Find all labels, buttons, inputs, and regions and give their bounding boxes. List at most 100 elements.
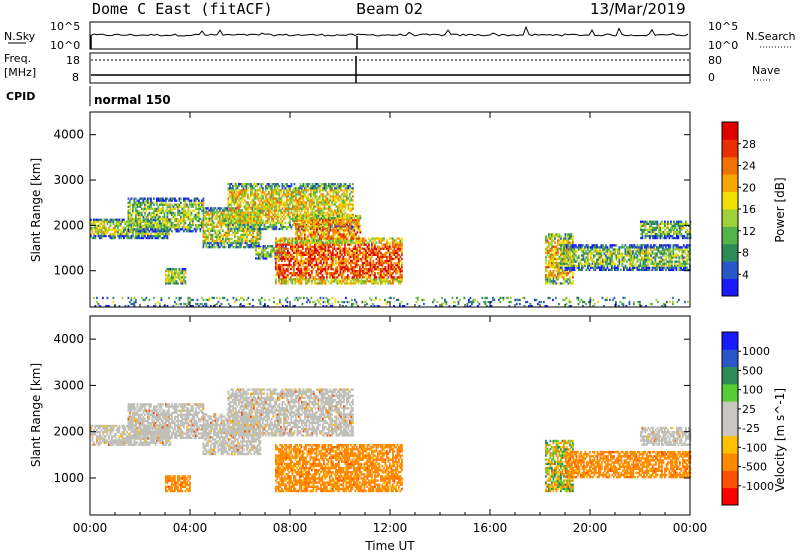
- range-cell: [322, 197, 324, 200]
- range-cell: [340, 201, 342, 204]
- range-cell: [296, 211, 299, 214]
- range-cell: [281, 282, 283, 285]
- range-cell: [401, 243, 403, 246]
- range-cell: [292, 205, 294, 208]
- range-cell: [253, 195, 255, 198]
- range-cell: [345, 278, 348, 281]
- range-cell: [232, 193, 234, 196]
- range-cell: [319, 209, 321, 212]
- range-cell: [389, 268, 391, 271]
- range-cell: [321, 270, 324, 273]
- range-cell: [279, 255, 281, 258]
- range-cell: [337, 211, 339, 214]
- range-cell: [324, 253, 327, 256]
- range-cell: [253, 225, 255, 229]
- range-cell: [141, 228, 143, 231]
- range-cell: [383, 272, 385, 275]
- range-cell: [301, 187, 303, 190]
- range-cell: [268, 197, 270, 200]
- range-cell: [301, 225, 303, 228]
- range-cell: [352, 189, 354, 192]
- range-cell: [352, 199, 354, 202]
- range-cell: [288, 237, 291, 240]
- range-cell: [347, 213, 350, 216]
- range-cell: [347, 239, 350, 242]
- range-cell: [308, 280, 310, 283]
- range-cell: [279, 263, 282, 267]
- range-cell: [329, 219, 332, 222]
- range-cell: [316, 195, 318, 198]
- range-cell: [226, 231, 229, 234]
- range-cell: [298, 235, 300, 238]
- range-cell: [239, 189, 242, 192]
- range-cell: [178, 272, 181, 275]
- range-cell: [368, 245, 370, 248]
- range-cell: [323, 217, 326, 220]
- range-cell: [338, 205, 341, 208]
- range-cell: [208, 231, 211, 234]
- range-cell: [302, 214, 305, 218]
- range-cell: [233, 191, 236, 194]
- range-cell: [118, 228, 121, 232]
- range-cell: [344, 268, 346, 271]
- range-cell: [393, 268, 396, 271]
- range-cell: [263, 221, 266, 224]
- range-cell: [276, 268, 279, 271]
- range-cell: [387, 245, 390, 248]
- range-cell: [184, 268, 187, 271]
- range-cell: [347, 235, 350, 238]
- range-cell: [330, 278, 333, 281]
- range-cell: [350, 241, 353, 244]
- range-cell: [120, 236, 122, 240]
- range-cell: [142, 199, 145, 202]
- range-cell: [278, 270, 280, 273]
- range-cell: [244, 193, 246, 196]
- range-cell: [105, 234, 107, 238]
- range-cell: [263, 225, 266, 229]
- range-cell: [304, 189, 306, 192]
- range-cell: [99, 226, 101, 229]
- range-cell: [386, 239, 388, 242]
- range-cell: [396, 278, 399, 281]
- range-cell: [264, 247, 266, 250]
- range-cell: [305, 211, 308, 214]
- range-cell: [250, 195, 252, 198]
- range-cell: [136, 211, 139, 215]
- range-cell: [260, 199, 263, 202]
- range-cell: [111, 220, 113, 223]
- range-cell: [144, 205, 146, 208]
- range-cell: [168, 220, 170, 223]
- range-cell: [138, 236, 140, 240]
- range-cell: [350, 219, 353, 222]
- range-cell: [258, 233, 260, 237]
- range-cell: [184, 197, 187, 200]
- range-cell: [121, 232, 124, 236]
- range-cell: [317, 225, 320, 229]
- range-cell: [293, 247, 295, 250]
- range-cell: [368, 247, 370, 250]
- range-cell: [336, 272, 339, 275]
- range-cell: [210, 217, 212, 220]
- range-cell: [311, 237, 314, 240]
- range-cell: [266, 197, 269, 200]
- range-cell: [257, 215, 260, 218]
- range-cell: [298, 219, 300, 222]
- range-cell: [281, 255, 283, 259]
- range-cell: [269, 223, 272, 227]
- range-cell: [380, 282, 382, 285]
- range-cell: [548, 255, 550, 259]
- range-cell: [156, 232, 158, 236]
- range-cell: [180, 215, 182, 219]
- range-cell: [151, 201, 154, 204]
- range-cell: [299, 245, 301, 248]
- range-cell: [331, 189, 333, 192]
- range-cell: [211, 209, 214, 212]
- range-cell: [165, 226, 167, 229]
- range-cell: [226, 229, 229, 232]
- range-cell: [165, 232, 167, 236]
- range-cell: [378, 241, 381, 244]
- range-cell: [549, 282, 552, 285]
- range-cell: [166, 217, 169, 221]
- range-cell: [356, 231, 359, 234]
- range-cell: [90, 232, 92, 236]
